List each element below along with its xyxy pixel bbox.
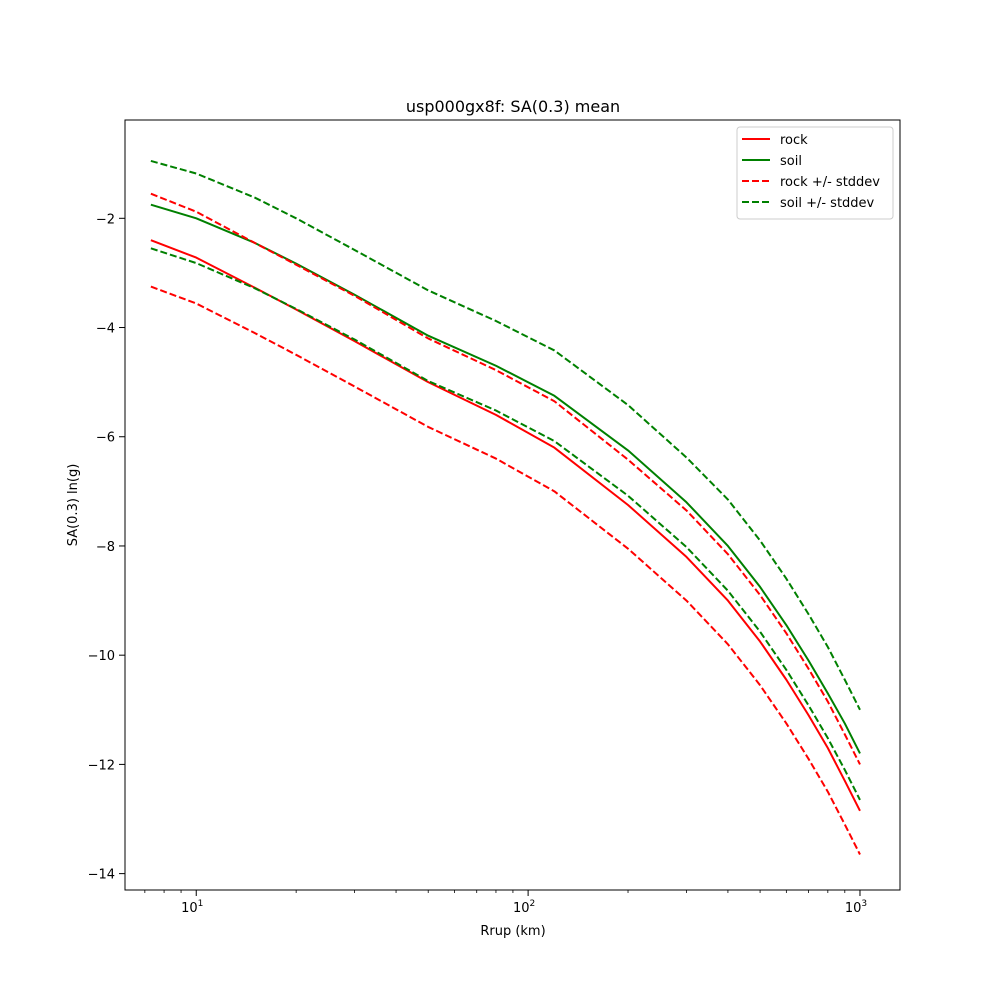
y-tick-label: −8: [96, 540, 115, 555]
x-tick-label: 102: [513, 899, 535, 916]
legend-label: rock +/- stddev: [780, 175, 880, 190]
x-tick-label: 101: [181, 899, 203, 916]
series-line-5: [150, 247, 861, 801]
x-tick-exponent: 3: [861, 899, 867, 909]
x-tick-exponent: 2: [530, 899, 536, 909]
y-tick-label: −2: [96, 212, 115, 227]
x-axis-label: Rrup (km): [480, 924, 545, 939]
y-tick-label: −12: [88, 758, 115, 773]
x-tick-base: 10: [845, 901, 862, 916]
plot-lines: [150, 159, 861, 855]
x-tick-exponent: 1: [198, 899, 204, 909]
legend-label: soil +/- stddev: [780, 196, 875, 211]
legend-label: soil: [780, 154, 802, 169]
chart-title: usp000gx8f: SA(0.3) mean: [406, 97, 620, 116]
y-tick-label: −10: [88, 649, 115, 664]
y-tick-label: −6: [96, 431, 115, 446]
x-tick-base: 10: [513, 901, 530, 916]
y-axis-ticks: −2 −4 −6 −8 −10 −12 −14: [88, 212, 125, 883]
plot-frame: [124, 119, 901, 891]
legend: rock soil rock +/- stddev soil +/- stddev: [736, 126, 894, 220]
series-line-3: [150, 285, 861, 855]
y-axis-label: SA(0.3) ln(g): [66, 464, 81, 547]
legend-label: rock: [780, 133, 808, 148]
series-line-2: [150, 192, 861, 765]
x-axis-ticks: 101 102 103: [144, 890, 867, 916]
x-tick-base: 10: [181, 901, 198, 916]
y-tick-label: −4: [96, 322, 115, 337]
y-tick-label: −14: [88, 868, 115, 883]
x-tick-label: 103: [845, 899, 867, 916]
legend-box: [736, 126, 894, 220]
series-line-4: [150, 159, 861, 711]
